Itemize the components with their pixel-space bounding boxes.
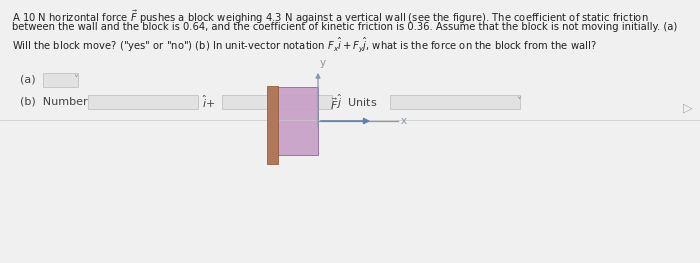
Bar [267,86,278,164]
Bar [276,87,318,155]
Text: $\vec{F}$: $\vec{F}$ [330,96,339,112]
Text: x: x [401,116,407,126]
Text: between the wall and the block is 0.64, and the coefficient of kinetic friction : between the wall and the block is 0.64, … [12,22,678,32]
Text: ˅: ˅ [516,97,521,107]
Text: Will the block move? ("yes" or "no") (b) In unit-vector notation $F_x\hat{i} + F: Will the block move? ("yes" or "no") (b)… [12,35,596,54]
Text: $\hat{j}$  Units: $\hat{j}$ Units [336,93,377,111]
Text: ˅: ˅ [73,75,78,85]
Text: A 10 N horizontal force $\vec{F}$ pushes a block weighing 4.3 N against a vertic: A 10 N horizontal force $\vec{F}$ pushes… [12,9,649,26]
Text: (a): (a) [20,75,36,85]
Text: ▷: ▷ [683,102,693,114]
Bar [390,95,520,109]
Text: $\hat{i}$+: $\hat{i}$+ [202,94,216,110]
Bar [88,95,198,109]
Text: (b)  Number: (b) Number [20,97,88,107]
Bar [222,95,332,109]
Bar [43,73,78,87]
Text: y: y [320,58,326,68]
